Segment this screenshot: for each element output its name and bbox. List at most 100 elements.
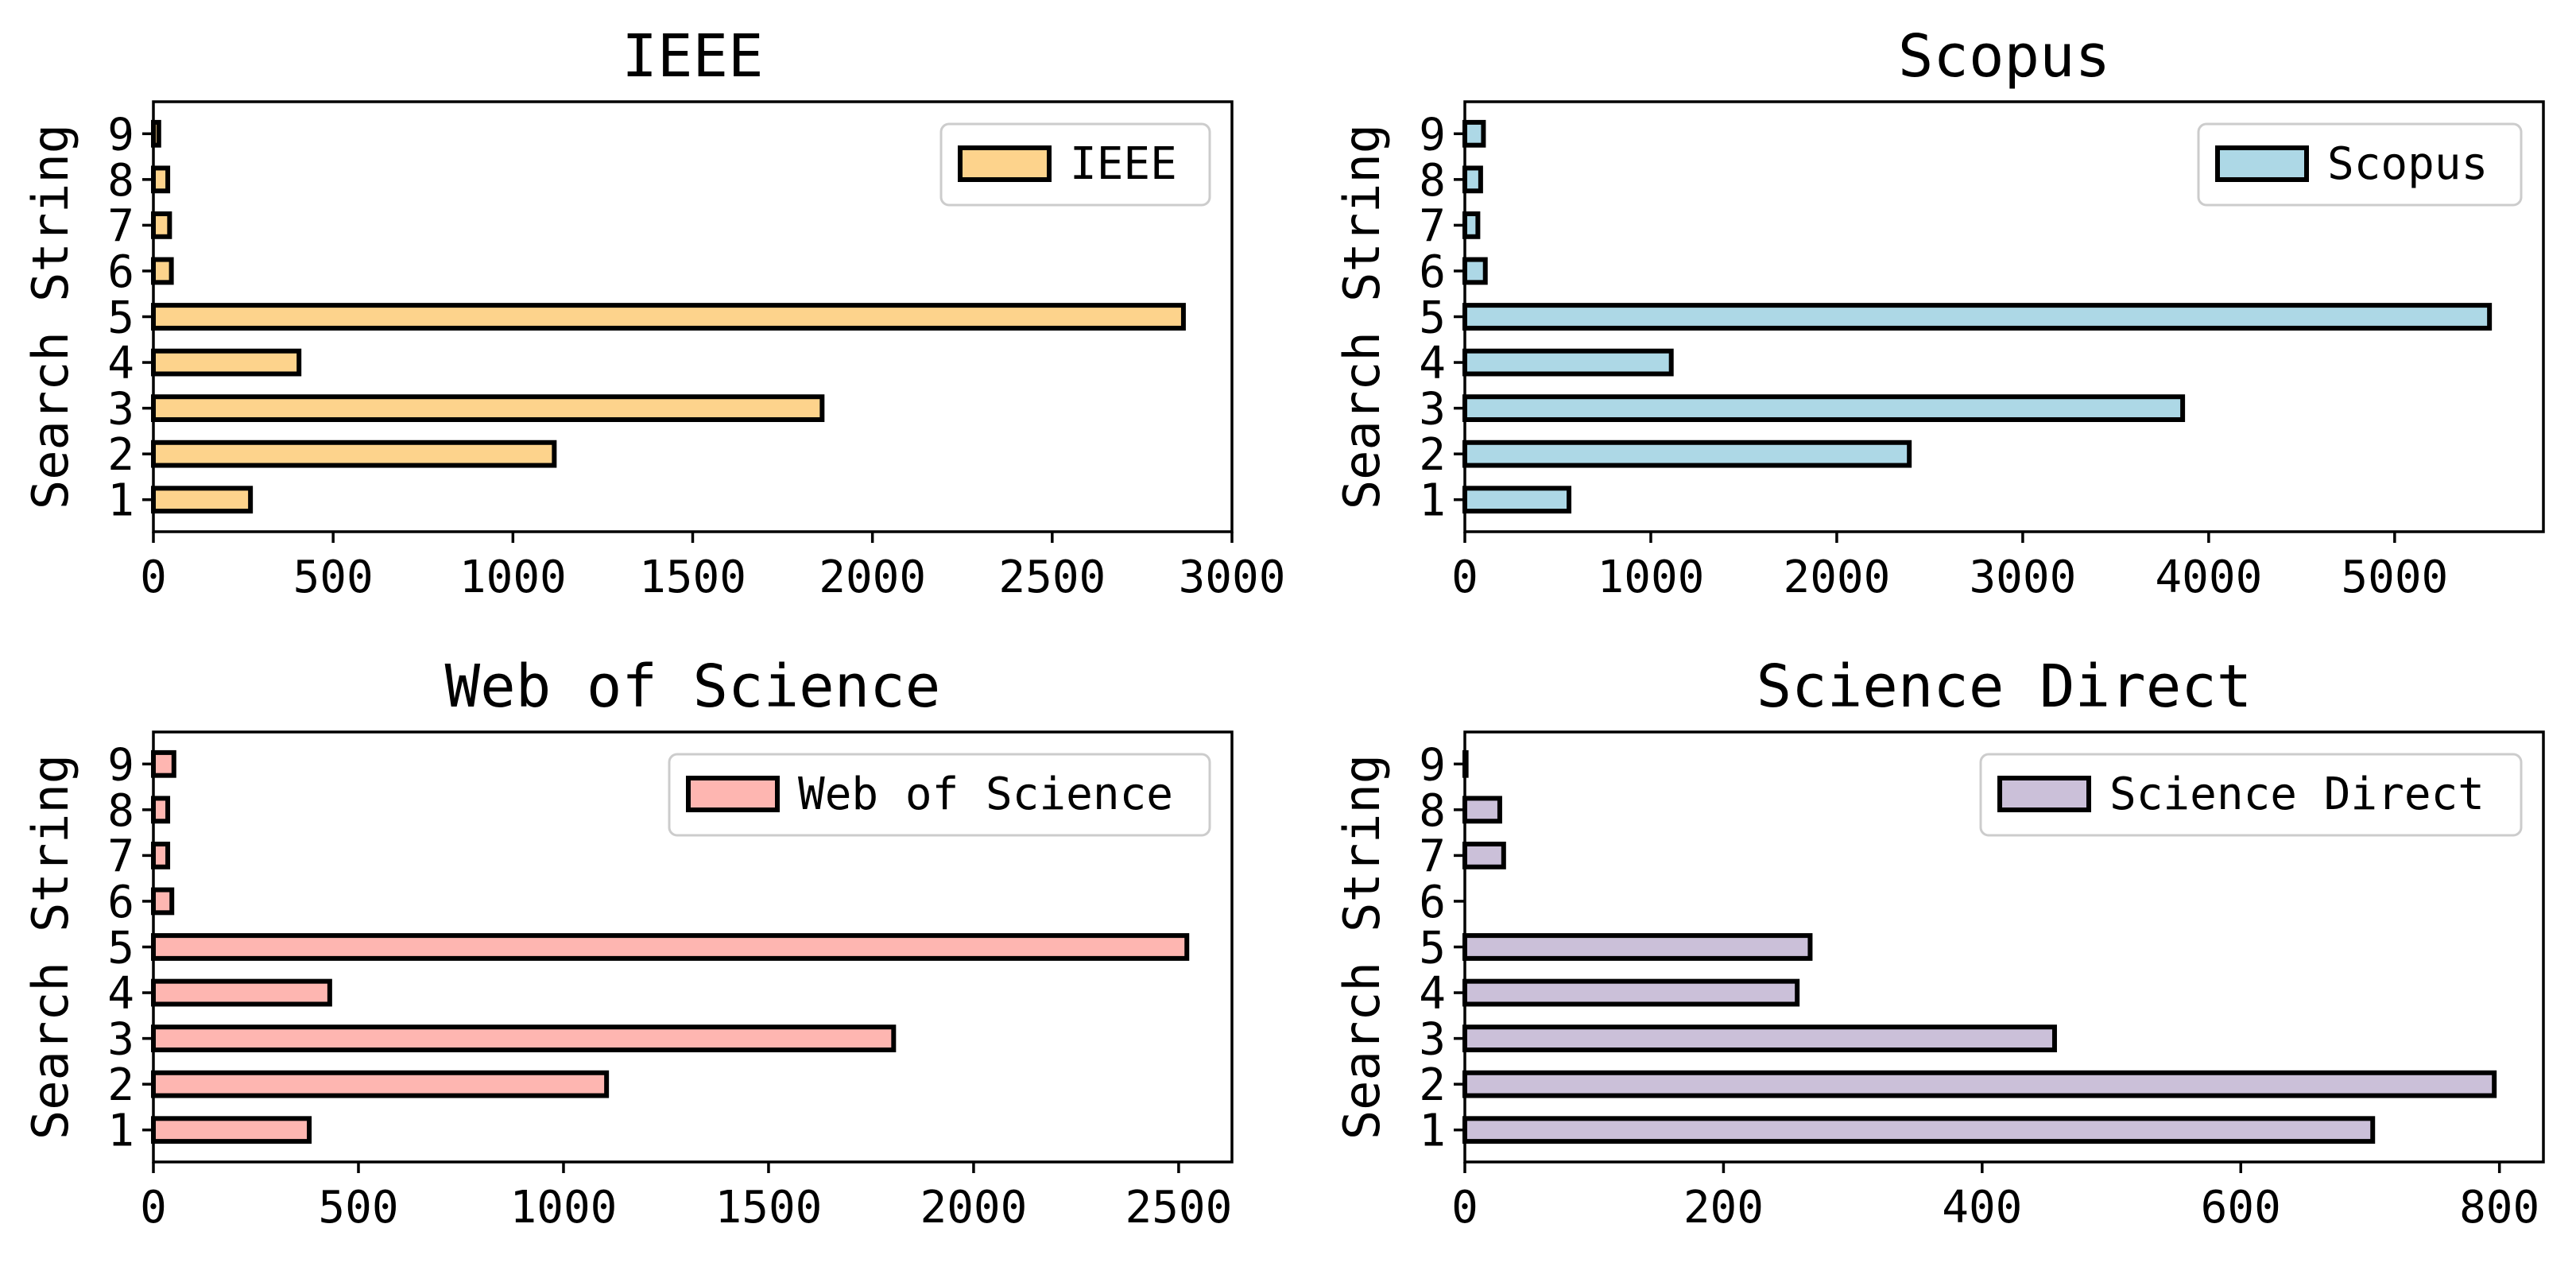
legend-box [668,753,1211,837]
bar-1 [1462,1116,2376,1144]
bar-5 [1462,303,2493,331]
bar-1 [151,486,254,514]
x-tick-label: 2000 [920,1182,1028,1233]
bar-6 [1462,257,1488,285]
legend-box [939,122,1211,207]
y-tick-label: 2 [107,1059,134,1111]
bar-4 [1462,978,1800,1007]
y-tick-label: 7 [1419,200,1446,252]
x-tick-label: 600 [2201,1182,2281,1233]
x-tick-label: 1500 [639,552,746,603]
legend: Science Direct [1979,753,2523,837]
y-tick-label: 8 [107,785,134,837]
bar-2 [1462,1070,2497,1098]
x-tick-label: 0 [140,1182,167,1233]
bar-1 [151,1116,312,1144]
chart-title: Scopus [1898,22,2110,91]
x-tick-label: 0 [1451,1182,1478,1233]
bar-3 [1462,1024,2057,1052]
x-tick-label: 0 [140,552,167,603]
bar-4 [151,348,302,377]
y-tick-label: 6 [107,246,134,298]
bar-4 [1462,348,1674,377]
bar-3 [1462,394,2186,422]
legend-swatch [958,145,1052,182]
y-tick-label: 1 [107,1106,134,1157]
bar-3 [151,1024,897,1052]
legend-box [2197,122,2523,207]
y-tick-label: 6 [107,877,134,928]
legend-box [1979,753,2523,837]
bar-3 [151,394,825,422]
bar-5 [151,933,1190,961]
y-tick-label: 2 [107,429,134,481]
x-tick-label: 800 [2459,1182,2539,1233]
y-tick-label: 3 [107,384,134,436]
y-tick-label: 4 [107,338,134,389]
x-tick-label: 2000 [819,552,926,603]
y-tick-label: 9 [107,109,134,161]
y-tick-label: 3 [107,1014,134,1066]
legend-label: Science Direct [2109,769,2485,820]
y-tick-label: 4 [107,968,134,1020]
x-tick-label: 200 [1683,1182,1764,1233]
bar-6 [151,887,175,916]
x-tick-label: 400 [1942,1182,2022,1233]
y-tick-label: 7 [107,831,134,882]
x-tick-label: 3000 [1969,552,2076,603]
y-axis-label: Search String [1333,754,1391,1140]
x-tick-label: 1000 [510,1182,618,1233]
bar-8 [151,165,171,194]
bar-8 [151,796,171,824]
x-tick-label: 500 [293,552,374,603]
bar-1 [1462,486,1572,514]
y-tick-label: 8 [1419,785,1446,837]
bar-7 [1462,842,1506,869]
x-tick-label: 4000 [2155,552,2262,603]
y-axis-label: Search String [1333,124,1391,509]
x-tick-label: 3000 [1179,552,1286,603]
bar-6 [151,257,174,285]
y-axis-label: Search String [21,124,79,509]
legend: Scopus [2197,122,2523,207]
y-tick-label: 5 [1419,923,1446,974]
legend-label: IEEE [1070,138,1177,190]
y-axis-label: Search String [21,754,79,1140]
bar-8 [1462,165,1483,194]
bar-2 [1462,440,1912,468]
y-tick-label: 8 [107,155,134,207]
y-tick-label: 7 [107,200,134,252]
legend-swatch [2215,145,2309,182]
x-tick-label: 2500 [1125,1182,1232,1233]
y-tick-label: 5 [1419,292,1446,344]
y-tick-label: 1 [107,475,134,527]
x-tick-label: 1000 [1598,552,1705,603]
bar-5 [1462,933,1813,961]
legend: Web of Science [668,753,1211,837]
y-tick-label: 2 [1419,1059,1446,1111]
x-tick-label: 500 [318,1182,398,1233]
legend: IEEE [939,122,1211,207]
legend-label: Web of Science [798,769,1173,820]
y-tick-label: 1 [1419,475,1446,527]
chart-title: IEEE [622,22,763,91]
y-tick-label: 1 [1419,1106,1446,1157]
bar-7 [151,211,172,239]
y-tick-label: 9 [107,739,134,791]
y-tick-label: 3 [1419,384,1446,436]
bar-9 [1462,119,1486,148]
y-tick-label: 9 [1419,109,1446,161]
legend-label: Scopus [2327,138,2488,190]
y-tick-label: 8 [1419,155,1446,207]
x-tick-label: 0 [1451,552,1478,603]
y-tick-label: 7 [1419,831,1446,882]
x-tick-label: 2000 [1784,552,1891,603]
legend-swatch [686,776,780,812]
y-tick-label: 6 [1419,877,1446,928]
bar-7 [1462,211,1481,239]
